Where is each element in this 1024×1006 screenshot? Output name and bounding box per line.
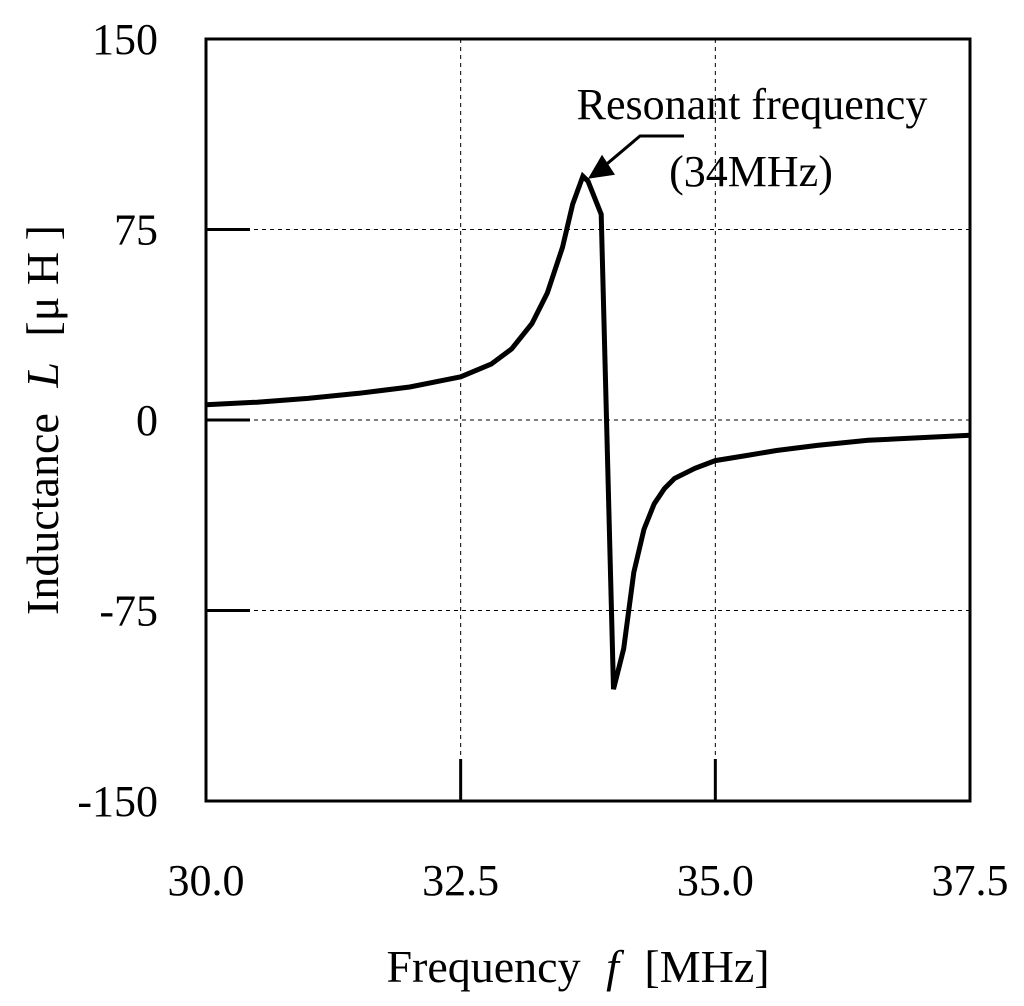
x-axis-symbol: f [606, 941, 625, 992]
y-tick-label: -150 [77, 777, 158, 826]
x-tick-label: 30.0 [168, 856, 245, 905]
annotation-arrowhead [588, 154, 615, 179]
x-axis-title: Frequency f [MHz] [386, 941, 769, 992]
series-layer [205, 171, 971, 690]
x-axis-label: Frequency [386, 941, 580, 992]
annotation-label-line1: Resonant frequency [577, 80, 928, 129]
y-axis-label: Inductance [17, 413, 68, 615]
x-tick-label: 35.0 [677, 856, 754, 905]
x-tick-label: 37.5 [932, 856, 1009, 905]
y-tick-label: -75 [99, 587, 158, 636]
plot-frame [204, 37, 972, 803]
x-axis-unit: [MHz] [644, 941, 769, 992]
y-axis-title: Inductance L [μ H ] [17, 225, 68, 615]
x-tick-label: 32.5 [422, 856, 499, 905]
y-axis-unit: [μ H ] [17, 225, 68, 337]
y-tick-label: 150 [92, 15, 158, 64]
tick-marks [206, 228, 717, 801]
y-axis-symbol: L [17, 362, 68, 389]
series-line [205, 171, 971, 690]
y-tick-label: 75 [114, 206, 158, 255]
y-tick-label: 0 [136, 396, 158, 445]
annotation: Resonant frequency (34MHz) [577, 80, 928, 196]
annotation-label-line2: (34MHz) [669, 147, 833, 196]
grid-lines [206, 39, 970, 801]
tick-labels: 30.0 32.5 35.0 37.5 150 75 0 -75 -150 [77, 15, 1008, 905]
annotation-arrow [605, 134, 684, 166]
